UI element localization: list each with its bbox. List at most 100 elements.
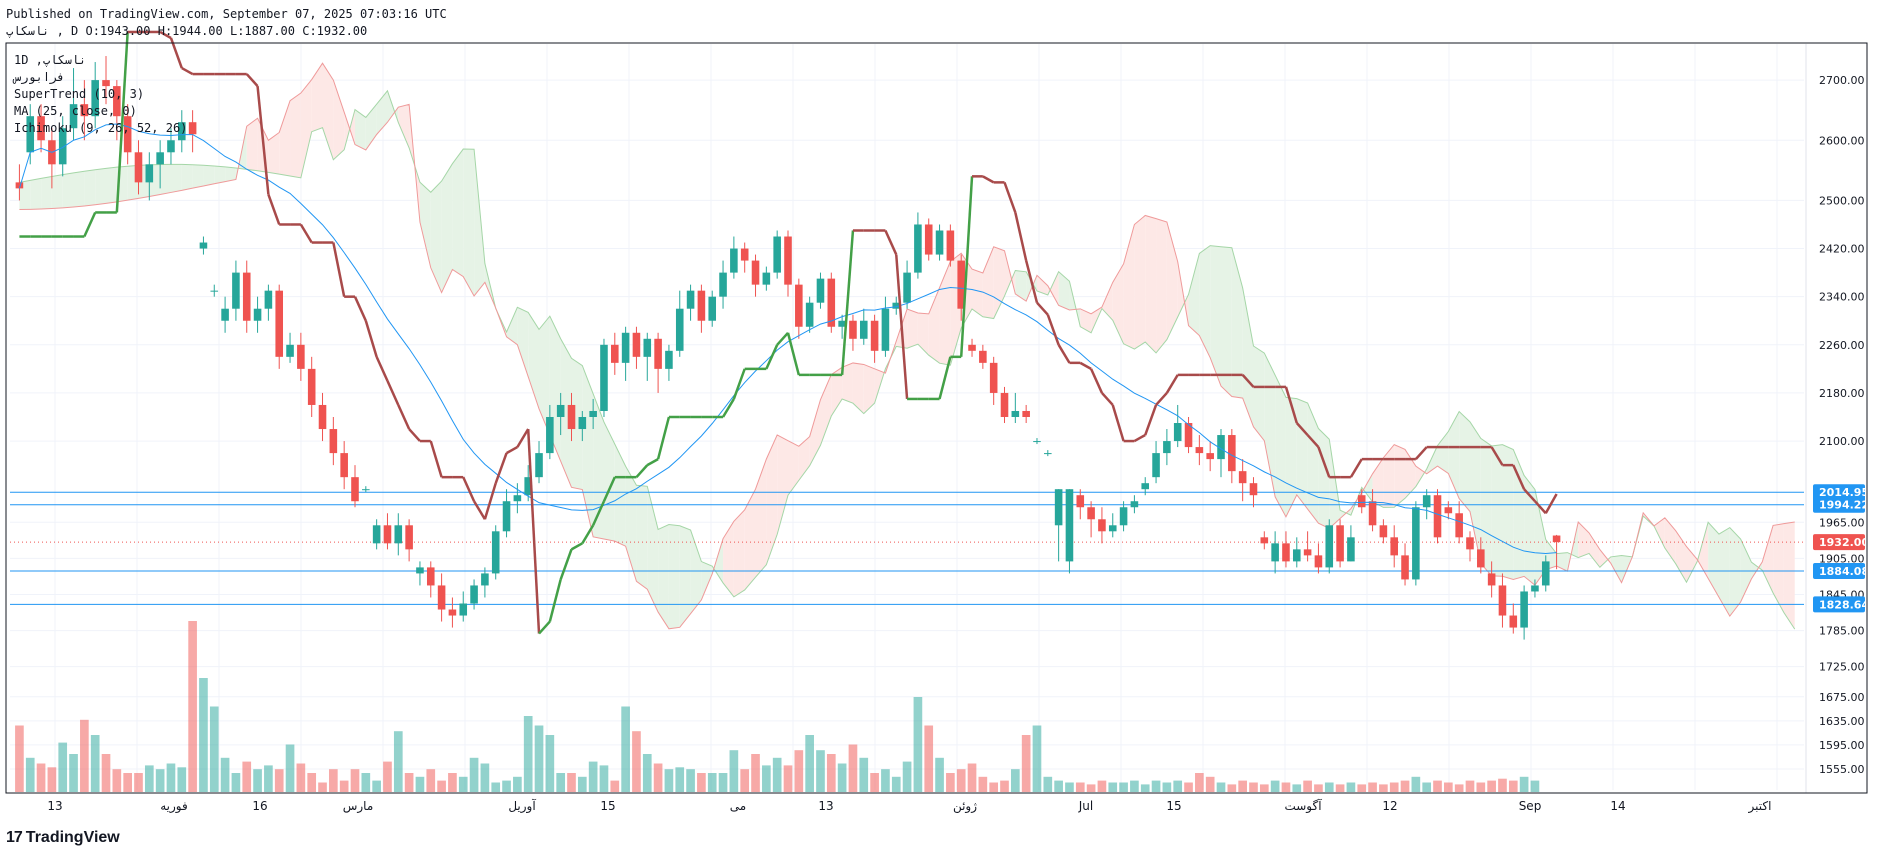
candle-body: [1357, 495, 1366, 508]
time-axis[interactable]: 13 فوریه 16 مارس آوریل 15 می 13 ژوئن Jul 15 آگوست 12…: [10, 792, 1804, 814]
cloud-segment: [365, 104, 377, 150]
volume-bar: [1530, 780, 1540, 792]
candle-body: [253, 308, 262, 321]
time-tick-label: 14: [1610, 799, 1625, 813]
volume-bar: [144, 765, 154, 792]
cloud-segment: [1697, 522, 1709, 579]
candle-body: [827, 278, 836, 327]
volume-bar: [426, 769, 436, 792]
cloud-segment: [733, 509, 745, 597]
cloud-segment: [603, 422, 615, 542]
candle-body: [1065, 489, 1074, 562]
supertrend-segment: [1295, 422, 1309, 436]
volume-bars: [15, 621, 1540, 792]
volume-bar: [805, 735, 814, 792]
cloud-segment: [517, 307, 529, 377]
cloud-segment: [506, 307, 518, 345]
candle-body: [1390, 537, 1398, 556]
supertrend-segment: [397, 404, 411, 430]
candle-body: [188, 122, 197, 135]
horizontal-lines: [10, 491, 1804, 605]
cloud-segment: [192, 164, 204, 189]
cloud-segment: [344, 109, 355, 150]
ichimoku-cloud: [19, 62, 1796, 630]
price-tick-label: 2260.00: [1819, 339, 1865, 352]
cloud-segment: [203, 165, 215, 186]
cloud-segment: [1036, 275, 1048, 295]
volume-bar: [848, 744, 858, 792]
cloud-segment: [820, 374, 832, 446]
legend-supertrend[interactable]: SuperTrend (10, 3): [14, 87, 145, 101]
candle-body: [643, 338, 652, 357]
candle-body: [113, 86, 121, 117]
candle-body: [859, 320, 868, 339]
price-label-box: [1813, 496, 1865, 513]
cloud-segment: [95, 168, 107, 205]
supertrend-segment: [1306, 434, 1320, 448]
candle-body: [448, 609, 457, 616]
candle-body: [242, 272, 251, 321]
legend-ma[interactable]: MA (25, close, 0): [14, 104, 137, 118]
price-axis[interactable]: 2700.00 2600.00 2500.00 2420.00 2340.00 2260.…: [1805, 44, 1869, 793]
supertrend-segment: [1079, 361, 1092, 370]
supertrend-segment: [267, 193, 281, 225]
supertrend-segment: [776, 331, 789, 346]
volume-bar: [36, 763, 46, 792]
cloud-segment: [1188, 253, 1200, 336]
legend-ichimoku[interactable]: Ichimoku (9, 26, 52, 26): [14, 121, 188, 135]
time-tick-label: فوریه: [160, 799, 188, 814]
supertrend-segment: [1349, 458, 1363, 478]
volume-bar: [664, 769, 674, 792]
cloud-segment: [1783, 522, 1795, 630]
supertrend-segment: [1133, 433, 1146, 443]
volume-bar: [902, 761, 912, 792]
cloud-segment: [430, 181, 442, 293]
candle-body: [1347, 537, 1355, 562]
candle-body: [1552, 535, 1561, 543]
volume-bar: [1303, 780, 1312, 792]
supertrend-segment: [1036, 301, 1049, 316]
candle-body: [1087, 507, 1095, 520]
volume-bar: [437, 780, 446, 792]
candle-body: [1336, 525, 1344, 562]
cloud-segment: [376, 90, 388, 135]
supertrend-segment: [516, 428, 530, 448]
volume-bar: [1400, 780, 1410, 792]
cloud-segment: [1318, 428, 1330, 529]
volume-bar: [220, 757, 230, 792]
candle-body: [102, 80, 110, 87]
volume-bar: [80, 719, 89, 792]
candle-body: [1477, 549, 1485, 568]
time-tick-label: می: [730, 799, 746, 813]
supertrend-segment: [656, 416, 671, 460]
candle-body: [1531, 585, 1539, 592]
volume-bar: [339, 780, 349, 792]
candle-body: [719, 272, 727, 297]
supertrend-segment: [581, 524, 595, 544]
candle-body: [556, 404, 565, 417]
supertrend-segment: [1111, 404, 1125, 442]
volume-bar: [199, 678, 208, 792]
legend-symbol[interactable]: 1D ,ناسکاپ: [14, 53, 87, 67]
time-tick-label: 15: [600, 799, 615, 813]
volume-bar: [859, 757, 869, 792]
candle-body: [1422, 495, 1431, 508]
candle-body: [307, 368, 316, 405]
cloud-segment: [614, 444, 626, 547]
price-tick-label: 1785.00: [1819, 625, 1865, 638]
volume-bar: [1140, 784, 1150, 792]
candle-body: [1455, 513, 1463, 538]
cloud-segment: [1210, 245, 1222, 387]
price-tick-label: 2700.00: [1819, 74, 1865, 87]
candle-body: [935, 230, 944, 255]
candle-body: [1130, 501, 1139, 508]
candle-body: [524, 477, 532, 496]
volume-bar: [90, 735, 100, 792]
cloud-segment: [1047, 271, 1059, 306]
candle-body: [437, 585, 446, 610]
supertrend-segment: [386, 380, 400, 406]
candle-body: [1184, 423, 1193, 448]
tradingview-logo[interactable]: 17 TradingView: [6, 829, 120, 847]
candle-body: [123, 116, 132, 153]
